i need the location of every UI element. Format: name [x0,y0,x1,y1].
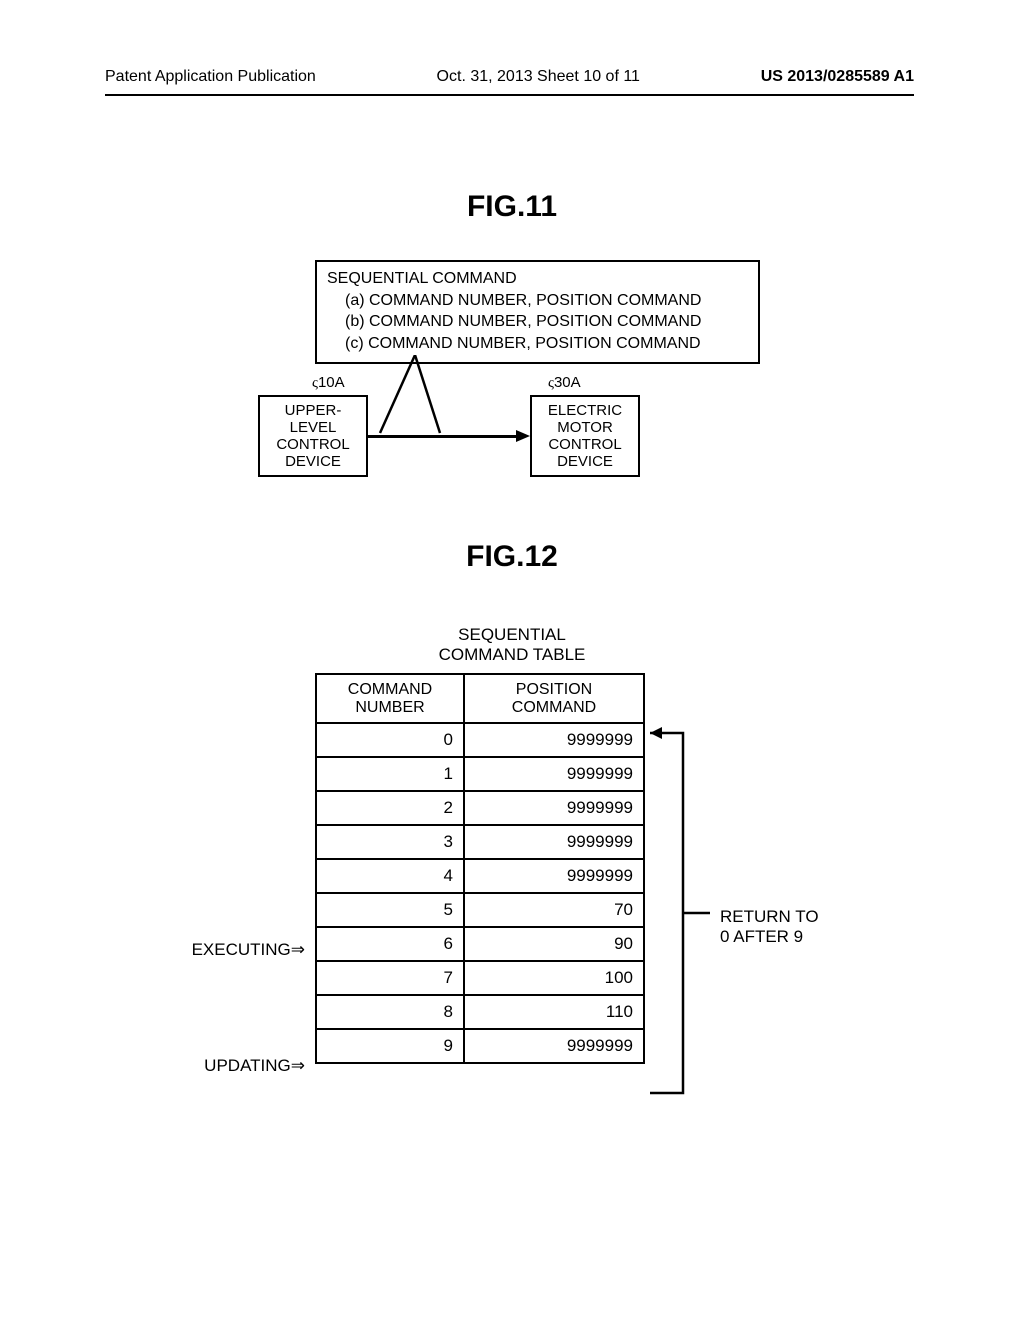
table-row: 570 [316,893,644,927]
header-center: Oct. 31, 2013 Sheet 10 of 11 [437,68,640,86]
seq-box-line: (a) COMMAND NUMBER, POSITION COMMAND [327,290,748,312]
cell-pos: 9999999 [464,791,644,825]
return-label: RETURN TO 0 AFTER 9 [720,907,819,946]
table-row: 7100 [316,961,644,995]
table-row: 19999999 [316,757,644,791]
table-row: 99999999 [316,1029,644,1063]
header-left: Patent Application Publication [105,68,316,86]
cell-num: 2 [316,791,464,825]
cell-num: 3 [316,825,464,859]
col-header-command-number: COMMAND NUMBER [316,674,464,723]
fig11-title: FIG.11 [467,190,557,224]
cell-num: 5 [316,893,464,927]
page-header: Patent Application Publication Oct. 31, … [105,68,914,86]
table-body: 09999999 19999999 29999999 39999999 4999… [316,723,644,1063]
command-table: COMMAND NUMBER POSITION COMMAND 09999999… [315,673,645,1064]
seq-box-title: SEQUENTIAL COMMAND [327,268,748,290]
patent-page: Patent Application Publication Oct. 31, … [0,0,1024,1320]
updating-label: UPDATING⇒ [175,1056,305,1076]
cell-num: 6 [316,927,464,961]
ref-10a-text: 10A [318,374,345,391]
cell-num: 0 [316,723,464,757]
cell-pos: 9999999 [464,825,644,859]
cell-num: 4 [316,859,464,893]
table-row: 39999999 [316,825,644,859]
electric-motor-control-device-box: ELECTRIC MOTOR CONTROL DEVICE [530,395,640,477]
right-device-label: ELECTRIC MOTOR CONTROL DEVICE [548,402,622,471]
cell-pos: 70 [464,893,644,927]
table-title: SEQUENTIAL COMMAND TABLE [439,625,586,664]
seq-box-line: (c) COMMAND NUMBER, POSITION COMMAND [327,333,748,355]
cell-pos: 9999999 [464,757,644,791]
cell-pos: 100 [464,961,644,995]
cell-num: 9 [316,1029,464,1063]
ref-10a: ς10A [312,374,345,392]
arrow-head-icon [516,430,530,442]
upper-level-control-device-box: UPPER- LEVEL CONTROL DEVICE [258,395,368,477]
cell-pos: 90 [464,927,644,961]
cell-pos: 9999999 [464,859,644,893]
cell-num: 7 [316,961,464,995]
cell-pos: 9999999 [464,1029,644,1063]
executing-label: EXECUTING⇒ [175,940,305,960]
ref-30a: ς30A [548,374,581,392]
left-device-label: UPPER- LEVEL CONTROL DEVICE [276,402,349,471]
col-header-position-command: POSITION COMMAND [464,674,644,723]
cell-pos: 110 [464,995,644,1029]
table-row: 690 [316,927,644,961]
seq-box-line: (b) COMMAND NUMBER, POSITION COMMAND [327,311,748,333]
table-row: 49999999 [316,859,644,893]
table-row: 29999999 [316,791,644,825]
cell-num: 8 [316,995,464,1029]
table-row: 8110 [316,995,644,1029]
fig12-title: FIG.12 [466,540,558,574]
table-row: 09999999 [316,723,644,757]
ref-30a-text: 30A [554,374,581,391]
cell-pos: 9999999 [464,723,644,757]
header-rule [105,94,914,96]
cell-num: 1 [316,757,464,791]
table-header-row: COMMAND NUMBER POSITION COMMAND [316,674,644,723]
return-bracket-icon [645,673,715,1103]
sequential-command-box: SEQUENTIAL COMMAND (a) COMMAND NUMBER, P… [315,260,760,364]
callout-line [370,355,460,440]
header-right: US 2013/0285589 A1 [761,68,914,86]
